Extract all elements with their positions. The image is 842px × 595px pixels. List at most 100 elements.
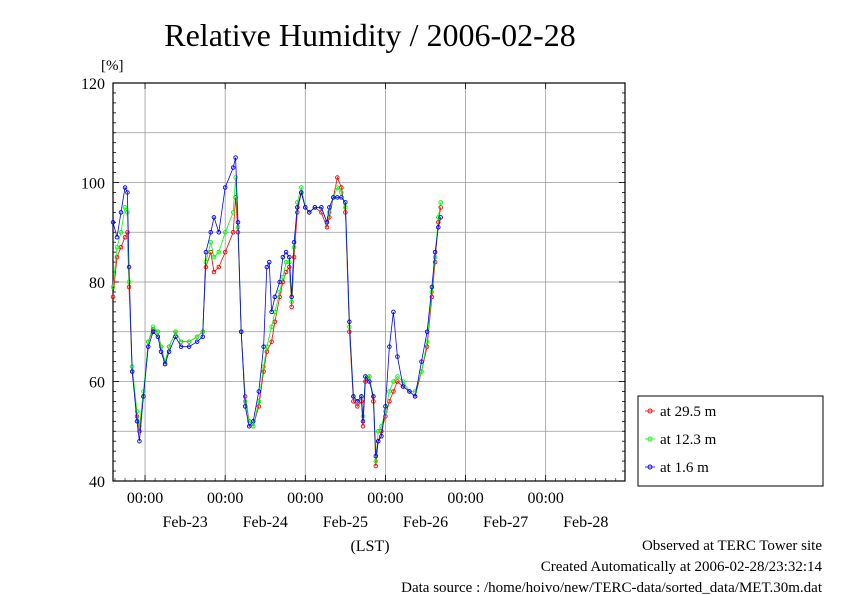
data-point <box>387 389 392 394</box>
x-tick-date-label: Feb-28 <box>563 514 608 531</box>
legend-label: at 1.6 m <box>660 460 709 476</box>
data-point <box>158 349 164 354</box>
data-point <box>291 239 297 245</box>
data-point <box>355 399 360 404</box>
data-point <box>335 175 340 180</box>
x-tick-time-label: 00:00 <box>527 490 563 507</box>
data-point <box>327 210 332 215</box>
data-point <box>235 220 241 225</box>
data-point <box>280 254 286 260</box>
data-point <box>200 334 205 339</box>
data-point <box>256 389 262 394</box>
x-tick-time-label: 00:00 <box>447 490 483 507</box>
data-point <box>269 339 274 344</box>
data-point <box>438 215 443 220</box>
data-point <box>186 339 192 344</box>
data-point <box>360 419 366 424</box>
data-point <box>355 404 360 409</box>
data-point <box>178 339 184 344</box>
data-point <box>233 175 238 180</box>
grid-lines <box>113 83 625 481</box>
data-point <box>266 259 272 265</box>
data-point <box>166 349 172 354</box>
series-1 <box>110 175 443 469</box>
data-point <box>339 190 344 195</box>
data-point <box>283 249 289 255</box>
data-point <box>319 205 324 210</box>
data-point <box>391 379 396 384</box>
data-point <box>216 229 222 235</box>
data-point <box>186 344 192 349</box>
y-tick-label: 60 <box>89 375 105 392</box>
data-point <box>307 210 312 215</box>
data-point <box>371 394 376 399</box>
data-point <box>373 453 379 459</box>
data-point <box>230 229 236 235</box>
data-point <box>208 239 214 245</box>
data-point <box>261 344 266 349</box>
y-tick-label: 100 <box>81 176 105 193</box>
data-point <box>367 379 372 384</box>
data-point <box>141 394 146 399</box>
data-point <box>272 294 278 300</box>
data-point <box>230 210 236 215</box>
data-point <box>137 438 142 444</box>
x-tick-date-label: Feb-23 <box>162 514 207 531</box>
data-point <box>173 334 178 339</box>
data-point <box>438 200 443 205</box>
footer-data-source: Data source : /home/hoivo/new/TERC-data/… <box>401 580 823 595</box>
data-point <box>150 324 156 330</box>
data-point <box>129 369 135 374</box>
data-point <box>155 334 161 339</box>
data-point <box>375 429 381 434</box>
legend-marker <box>647 408 653 414</box>
data-point <box>324 225 330 230</box>
data-point <box>269 309 274 315</box>
data-point <box>256 404 262 409</box>
data-point <box>387 344 392 349</box>
data-point <box>264 349 270 354</box>
data-point <box>211 269 217 275</box>
footer-created: Created Automatically at 2006-02-28/23:3… <box>541 559 823 575</box>
legend-marker <box>647 464 653 470</box>
data-point <box>277 279 282 285</box>
data-point <box>250 419 256 424</box>
data-point <box>122 185 128 190</box>
data-point <box>114 254 120 260</box>
data-point <box>438 205 443 210</box>
legend-label: at 12.3 m <box>660 432 717 448</box>
data-point <box>432 249 438 255</box>
data-point <box>289 299 294 305</box>
data-point <box>208 229 214 235</box>
data-point <box>419 359 424 364</box>
series-line <box>112 157 442 457</box>
data-point <box>194 334 200 339</box>
data-point <box>222 229 228 235</box>
chart-title: Relative Humidity / 2006-02-28 <box>164 17 576 53</box>
data-point <box>222 185 228 190</box>
x-tick-time-label: 00:00 <box>287 490 323 507</box>
data-point <box>400 379 406 384</box>
data-point <box>134 409 140 414</box>
legend-label: at 29.5 m <box>660 404 717 420</box>
data-point <box>373 463 379 469</box>
data-point <box>324 220 330 225</box>
y-axis-unit-label: [%] <box>101 58 124 74</box>
series-layer <box>110 155 443 469</box>
data-point <box>246 424 252 429</box>
data-point <box>412 389 418 394</box>
x-tick-date-label: Feb-27 <box>483 514 528 531</box>
data-point <box>150 329 156 335</box>
y-tick-label: 80 <box>89 275 105 292</box>
data-point <box>295 205 300 210</box>
data-point <box>412 394 418 399</box>
data-point <box>134 419 140 424</box>
footer-observed: Observed at TERC Tower site <box>642 538 822 554</box>
data-point <box>373 458 379 464</box>
data-point <box>211 254 217 260</box>
data-point <box>203 249 209 255</box>
data-point <box>424 329 430 335</box>
data-point <box>429 284 435 290</box>
data-point <box>114 244 120 250</box>
